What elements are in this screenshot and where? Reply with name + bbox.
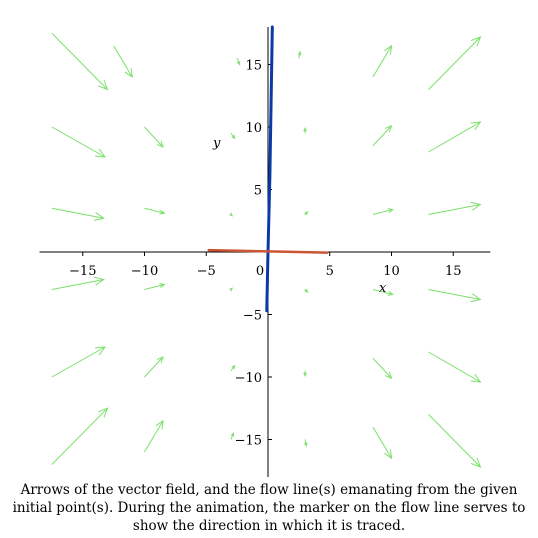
vector-arrow (303, 439, 308, 447)
vector-arrow (428, 351, 482, 383)
vector-arrow (428, 414, 482, 468)
vector-arrow (144, 126, 164, 148)
x-tick-label: 10 (383, 264, 400, 279)
axis-ticks: −15 −10 −5 0 5 10 15 −15 −10 −5 5 10 15 (69, 59, 461, 449)
vector-arrow (51, 346, 107, 378)
x-tick-label: −5 (197, 264, 216, 279)
vector-arrow (236, 58, 241, 66)
vector-arrow (51, 32, 109, 91)
vector-arrow (144, 419, 164, 453)
vector-arrow (230, 132, 236, 140)
y-axis-label: y (212, 136, 221, 151)
vector-arrow (230, 364, 236, 372)
vector-arrow (304, 211, 309, 216)
y-tick-label: −10 (235, 371, 262, 386)
vector-arrow (372, 44, 393, 78)
vector-arrow (144, 283, 166, 290)
vector-arrow (113, 45, 133, 79)
vector-field-plot: −15 −10 −5 0 5 10 15 −15 −10 −5 5 10 15 x y (39, 25, 491, 477)
vector-arrow (51, 276, 105, 290)
vector-arrow (304, 288, 309, 293)
flow-lines (207, 25, 329, 313)
vector-arrow (230, 432, 235, 440)
vector-arrow (303, 370, 307, 377)
vector-arrow (428, 36, 482, 90)
x-tick-label: −10 (131, 264, 158, 279)
vector-arrow (144, 207, 166, 215)
vector-arrow (428, 201, 482, 215)
vector-arrow (372, 124, 393, 147)
x-tick-label: 15 (445, 264, 462, 279)
vector-arrow (228, 212, 234, 217)
x-axis-label: x (379, 281, 387, 296)
vector-arrow (228, 287, 234, 292)
y-tick-label: −15 (235, 434, 262, 449)
vector-arrow (372, 208, 394, 215)
vector-arrow (428, 121, 482, 153)
y-tick-label: −5 (243, 309, 262, 324)
vector-arrow (144, 356, 164, 378)
flow-line (265, 25, 274, 313)
vector-arrow (51, 126, 107, 158)
y-tick-label: 10 (245, 121, 262, 136)
vector-field-arrows (51, 32, 482, 468)
x-tick-label: 0 (256, 264, 264, 279)
vector-arrow (372, 289, 394, 296)
flow-line (207, 248, 329, 254)
vector-arrow (51, 207, 105, 222)
x-tick-label: 5 (326, 264, 334, 279)
y-tick-label: 15 (245, 59, 262, 74)
vector-arrow (303, 127, 307, 134)
plot-caption: Arrows of the vector field, and the flow… (12, 482, 526, 534)
y-tick-label: 5 (254, 184, 262, 199)
vector-arrow (51, 407, 109, 465)
vector-arrow (372, 426, 393, 460)
vector-arrow (372, 357, 393, 380)
x-tick-label: −15 (69, 264, 96, 279)
vector-arrow (428, 289, 482, 303)
vector-arrow (297, 50, 302, 59)
